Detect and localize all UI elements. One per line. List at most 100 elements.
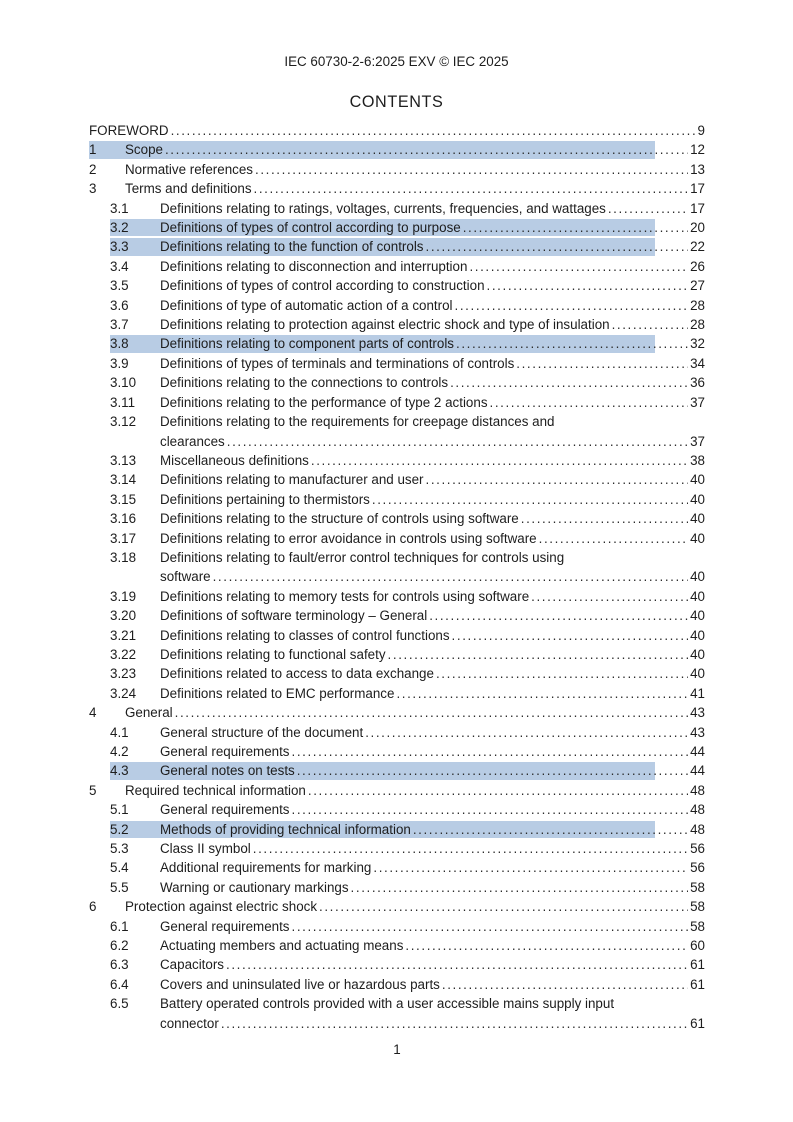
toc-entry[interactable]: FOREWORD................................… [89,121,705,140]
toc-entry-body: Definitions of type of automatic action … [160,296,705,315]
toc-entry[interactable]: 6.1 General requirements.................… [89,917,705,936]
toc-entry-number: 3.14 [110,472,137,488]
toc-entry[interactable]: 3.10 Definitions relating to the connecti… [89,373,705,392]
toc-entry-title: Definitions of types of terminals and te… [160,355,515,371]
toc-entry-leader-line: Definitions of type of automatic action … [160,296,705,315]
toc-entry-leader-line: Definitions relating to protection again… [160,315,705,334]
toc-entry[interactable]: 6 Protection against electric shock......… [89,897,705,916]
toc-entry-body: Definitions pertaining to thermistors...… [160,490,705,509]
toc-entry[interactable]: 3.18 Definitions relating to fault/error … [89,548,705,587]
toc-entry[interactable]: 3.6 Definitions of type of automatic acti… [89,296,705,315]
toc-entry[interactable]: 3.20 Definitions of software terminology … [89,606,705,625]
toc-entry[interactable]: 3.22 Definitions relating to functional s… [89,645,705,664]
toc-entry-title: Covers and uninsulated live or hazardous… [160,976,440,992]
toc-entry-title: Definitions relating to component parts … [160,336,455,352]
toc-entry[interactable]: 3.14 Definitions relating to manufacturer… [89,470,705,489]
toc-entry-number: 3.24 [110,685,137,701]
toc-entry[interactable]: 3.21 Definitions relating to classes of c… [89,626,705,645]
toc-entry[interactable]: 3.11 Definitions relating to the performa… [89,393,705,412]
toc-entry[interactable]: 3.5 Definitions of types of control accor… [89,276,705,295]
toc-entry[interactable]: 5.4 Additional requirements for marking..… [89,858,705,877]
toc-entry[interactable]: 5.5 Warning or cautionary markings.......… [89,878,705,897]
toc-entry[interactable]: 3.2 Definitions of types of control accor… [89,218,705,238]
toc-entry[interactable]: 3.3 Definitions relating to the function … [89,237,705,257]
dot-leader: ........................................… [611,317,689,333]
toc-entry[interactable]: 5.1 General requirements.................… [89,800,705,819]
toc-entry-leader-line: Actuating members and actuating means...… [160,936,705,955]
toc-entry[interactable]: 5.2 Methods of providing technical inform… [89,819,705,840]
toc-entry[interactable]: 3.1 Definitions relating to ratings, volt… [89,199,705,218]
toc-entry-number: 5.2 [110,821,129,837]
toc-entry-page-number: 60 [690,938,705,954]
toc-entry[interactable]: 3.7 Definitions relating to protection ag… [89,315,705,334]
toc-entry-body: Additional requirements for marking.....… [160,858,705,877]
toc-entry[interactable]: 4 General................................… [89,703,705,722]
toc-entry[interactable]: 4.1 General structure of the document....… [89,723,705,742]
toc-entry[interactable]: 3.4 Definitions relating to disconnection… [89,257,705,276]
toc-entry[interactable]: 3.13 Miscellaneous definitions...........… [89,451,705,470]
toc-entry[interactable]: 3 Terms and definitions..................… [89,179,705,198]
toc-entry-title-line: Battery operated controls provided with … [160,996,615,1012]
toc-entry[interactable]: 1 Scope..................................… [89,140,705,160]
toc-entry-leader-line: Definitions of types of terminals and te… [160,354,705,373]
toc-entry-number: 3.21 [110,627,137,643]
toc-entry[interactable]: 2 Normative references...................… [89,160,705,179]
toc-entry-title: General requirements [160,802,290,818]
toc-entry-number: 6.3 [110,957,129,973]
toc-entry-title: Definitions of software terminology – Ge… [160,608,428,624]
dot-leader: ........................................… [253,181,689,197]
toc-entry-title: Definitions relating to manufacturer and… [160,472,424,488]
toc-entry-page-number: 56 [690,841,705,857]
toc-entry-page-number: 48 [690,802,705,818]
dot-leader: ........................................… [538,530,688,546]
toc-entry-title: General structure of the document [160,724,364,740]
toc-entry-body: General requirements....................… [160,917,705,936]
toc-entry-page-number: 9 [697,123,705,138]
toc-entry[interactable]: 3.17 Definitions relating to error avoida… [89,529,705,548]
toc-entry-page-number: 40 [690,627,705,643]
toc-entry-title: Capacitors [160,957,225,973]
toc-entry[interactable]: 6.4 Covers and uninsulated live or hazard… [89,975,705,994]
toc-entry-title: Definitions of type of automatic action … [160,297,453,313]
toc-entry[interactable]: 5.3 Class II symbol......................… [89,839,705,858]
toc-entry-leader-line: Class II symbol.........................… [160,839,705,858]
toc-entry-title: Additional requirements for marking [160,860,372,876]
toc-entry[interactable]: 3.9 Definitions of types of terminals and… [89,354,705,373]
toc-entry[interactable]: 3.8 Definitions relating to component par… [89,334,705,354]
toc-entry-leader-line: Definitions of types of control accordin… [160,276,705,295]
toc-entry[interactable]: 6.2 Actuating members and actuating means… [89,936,705,955]
toc-entry[interactable]: 3.15 Definitions pertaining to thermistor… [89,490,705,509]
dot-leader: ........................................… [396,685,689,701]
toc-entry-page-number: 27 [690,278,705,294]
dot-leader: ........................................… [307,782,688,798]
toc-entry[interactable]: 6.3 Capacitors...........................… [89,955,705,974]
toc-entry-leader-line: Terms and definitions...................… [125,179,705,198]
dot-leader: ........................................… [226,433,688,449]
toc-entry[interactable]: 3.19 Definitions relating to memory tests… [89,587,705,606]
toc-entry[interactable]: 5 Required technical information.........… [89,781,705,800]
dot-leader: ........................................… [489,394,689,410]
toc-entry-page-number: 48 [690,821,705,837]
toc-entry-body: Definitions relating to functional safet… [160,645,705,664]
toc-entry-leader-line: Capacitors..............................… [160,955,705,974]
toc-entry-number: 3 [89,181,97,197]
toc-entry-body: Definitions related to EMC performance..… [160,684,705,703]
toc-entry-number: 1 [89,142,97,158]
toc-entry-title: Protection against electric shock [125,899,318,915]
toc-entry[interactable]: 4.3 General notes on tests...............… [89,761,705,781]
toc-entry-leader-line: Required technical information..........… [125,781,705,800]
toc-entry[interactable]: 3.24 Definitions related to EMC performan… [89,684,705,703]
dot-leader: ........................................… [255,161,688,177]
toc-entry-title: Definitions related to access to data ex… [160,666,434,682]
toc-entry-page-number: 44 [690,744,705,759]
toc-entry[interactable]: 3.23 Definitions related to access to dat… [89,664,705,683]
toc-entry-title: Definitions relating to memory tests for… [160,588,530,604]
toc-entry-leader-line: Protection against electric shock.......… [125,897,705,916]
toc-entry-body: General requirements....................… [160,800,705,819]
toc-entry[interactable]: 3.12 Definitions relating to the requirem… [89,412,705,451]
toc-entry[interactable]: 6.5 Battery operated controls provided wi… [89,994,705,1033]
toc-entry-number: 4.3 [110,763,129,779]
toc-entry[interactable]: 4.2 General requirements.................… [89,742,705,761]
toc-entry[interactable]: 3.16 Definitions relating to the structur… [89,509,705,528]
toc-entry-body: Definitions of software terminology – Ge… [160,606,705,625]
